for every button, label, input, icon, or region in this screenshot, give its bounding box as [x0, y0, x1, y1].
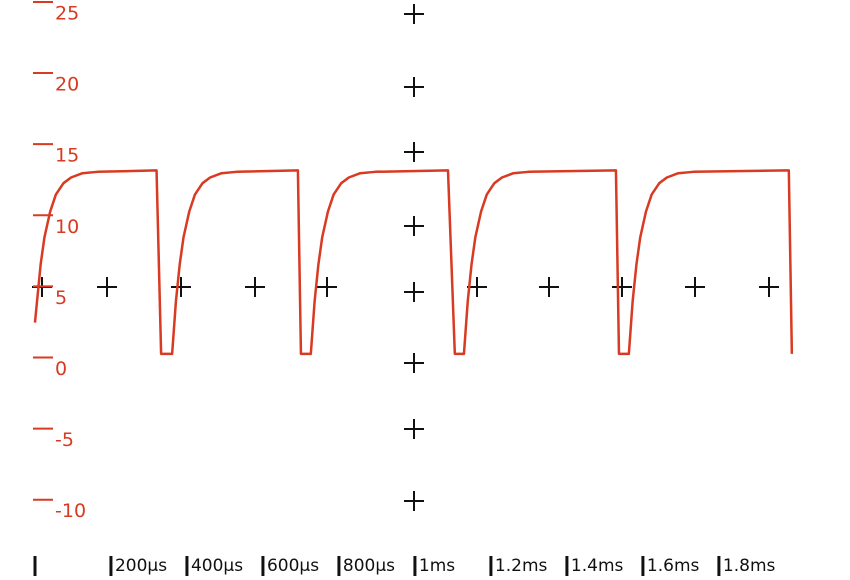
- x-tick-label: 1.2ms: [495, 556, 548, 576]
- x-tick-label: 400µs: [191, 556, 243, 576]
- x-tick-label: 200µs: [115, 556, 167, 576]
- x-tick-label: 1.6ms: [647, 556, 700, 576]
- y-tick-label: 5: [55, 287, 67, 309]
- waveform: [33, 169, 794, 356]
- y-tick-label: 25: [55, 2, 79, 24]
- y-tick-label: 10: [55, 216, 79, 238]
- x-tick-label: 1.8ms: [723, 556, 776, 576]
- y-tick-label: -10: [55, 500, 86, 522]
- x-tick-label: 1.4ms: [571, 556, 624, 576]
- y-tick-label: -5: [55, 429, 74, 451]
- y-tick-label: 0: [55, 358, 67, 380]
- x-tick-label: 1ms: [419, 556, 455, 576]
- y-tick-label: 20: [55, 74, 79, 96]
- x-tick-label: 800µs: [343, 556, 395, 576]
- y-tick-label: 15: [55, 145, 79, 167]
- x-tick-label: 600µs: [267, 556, 319, 576]
